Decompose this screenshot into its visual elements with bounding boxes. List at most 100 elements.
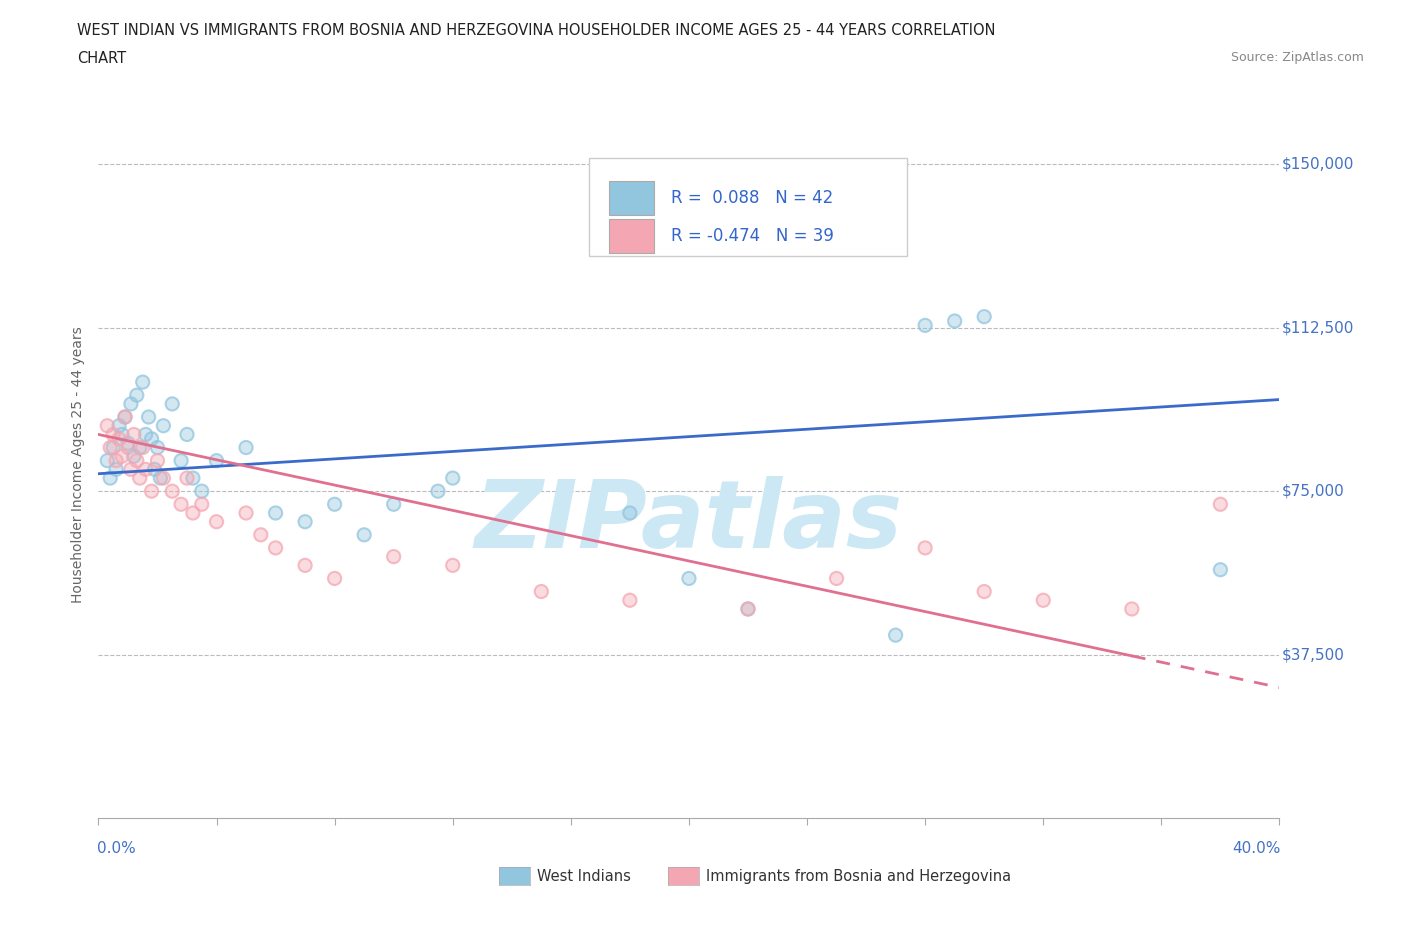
Point (114, 409, 136, 424)
Point (191, 497, 214, 512)
Point (135, 427, 157, 442)
Point (181, 471, 204, 485)
Point (294, 558, 316, 573)
Point (1032, 592, 1054, 607)
Point (122, 449, 145, 464)
Point (235, 440, 257, 455)
Point (1121, 602, 1143, 617)
Point (98, 471, 121, 485)
Point (152, 471, 174, 485)
Point (120, 462, 142, 477)
Point (120, 462, 142, 477)
Point (122, 427, 145, 442)
Point (162, 484, 183, 498)
Point (181, 506, 204, 521)
Point (1209, 497, 1232, 512)
Point (141, 432, 163, 446)
Point (111, 427, 134, 442)
Point (441, 471, 464, 485)
FancyBboxPatch shape (609, 219, 654, 253)
Point (152, 418, 174, 433)
Point (323, 571, 346, 586)
Point (914, 540, 936, 555)
Point (191, 497, 214, 512)
Point (205, 453, 228, 468)
Point (117, 436, 139, 451)
Point (176, 471, 198, 485)
Point (162, 484, 183, 498)
Point (98, 440, 121, 455)
Point (264, 506, 287, 521)
Point (135, 462, 157, 477)
Text: 40.0%: 40.0% (1232, 841, 1281, 856)
Point (138, 409, 160, 424)
Point (382, 550, 405, 565)
Text: $150,000: $150,000 (1282, 156, 1354, 171)
Point (382, 497, 405, 512)
Point (323, 497, 346, 512)
Point (264, 540, 287, 555)
Point (1209, 497, 1232, 512)
Text: CHART: CHART (77, 51, 127, 66)
Point (170, 497, 193, 512)
Point (176, 427, 198, 442)
Point (884, 628, 907, 643)
Point (191, 484, 214, 498)
Point (427, 484, 450, 498)
Point (943, 313, 966, 328)
Point (146, 440, 169, 455)
Point (323, 497, 346, 512)
Point (152, 471, 174, 485)
Point (235, 440, 257, 455)
Point (125, 453, 148, 468)
Point (143, 462, 166, 477)
Point (170, 453, 193, 468)
Text: WEST INDIAN VS IMMIGRANTS FROM BOSNIA AND HERZEGOVINA HOUSEHOLDER INCOME AGES 25: WEST INDIAN VS IMMIGRANTS FROM BOSNIA AN… (77, 23, 995, 38)
Point (146, 453, 169, 468)
Text: Source: ZipAtlas.com: Source: ZipAtlas.com (1230, 51, 1364, 64)
Point (114, 409, 136, 424)
Point (825, 571, 848, 586)
Point (108, 418, 131, 433)
Point (132, 440, 155, 455)
Point (117, 440, 139, 455)
Point (943, 313, 966, 328)
Point (205, 453, 228, 468)
Point (176, 427, 198, 442)
Point (141, 432, 163, 446)
Point (98, 440, 121, 455)
Point (103, 440, 125, 455)
Point (382, 550, 405, 565)
Point (108, 432, 131, 446)
Point (122, 449, 145, 464)
Point (530, 584, 553, 599)
Point (105, 462, 128, 477)
Point (441, 558, 464, 573)
Point (294, 514, 316, 529)
Text: $75,000: $75,000 (1282, 484, 1344, 498)
Point (181, 506, 204, 521)
Point (619, 592, 641, 607)
Point (973, 584, 995, 599)
Point (125, 388, 148, 403)
Point (96, 418, 118, 433)
Text: R = -0.474   N = 39: R = -0.474 N = 39 (671, 228, 834, 246)
Point (103, 427, 125, 442)
Point (973, 309, 995, 324)
Point (353, 527, 375, 542)
Point (96, 453, 118, 468)
Point (125, 453, 148, 468)
Point (98, 471, 121, 485)
Point (96, 418, 118, 433)
Point (235, 506, 257, 521)
Point (105, 453, 128, 468)
Point (108, 432, 131, 446)
Point (323, 571, 346, 586)
Text: Immigrants from Bosnia and Herzegovina: Immigrants from Bosnia and Herzegovina (706, 869, 1011, 883)
Point (162, 396, 183, 411)
Point (111, 449, 134, 464)
Point (143, 462, 166, 477)
Point (170, 453, 193, 468)
Point (149, 471, 172, 485)
Text: West Indians: West Indians (537, 869, 631, 883)
